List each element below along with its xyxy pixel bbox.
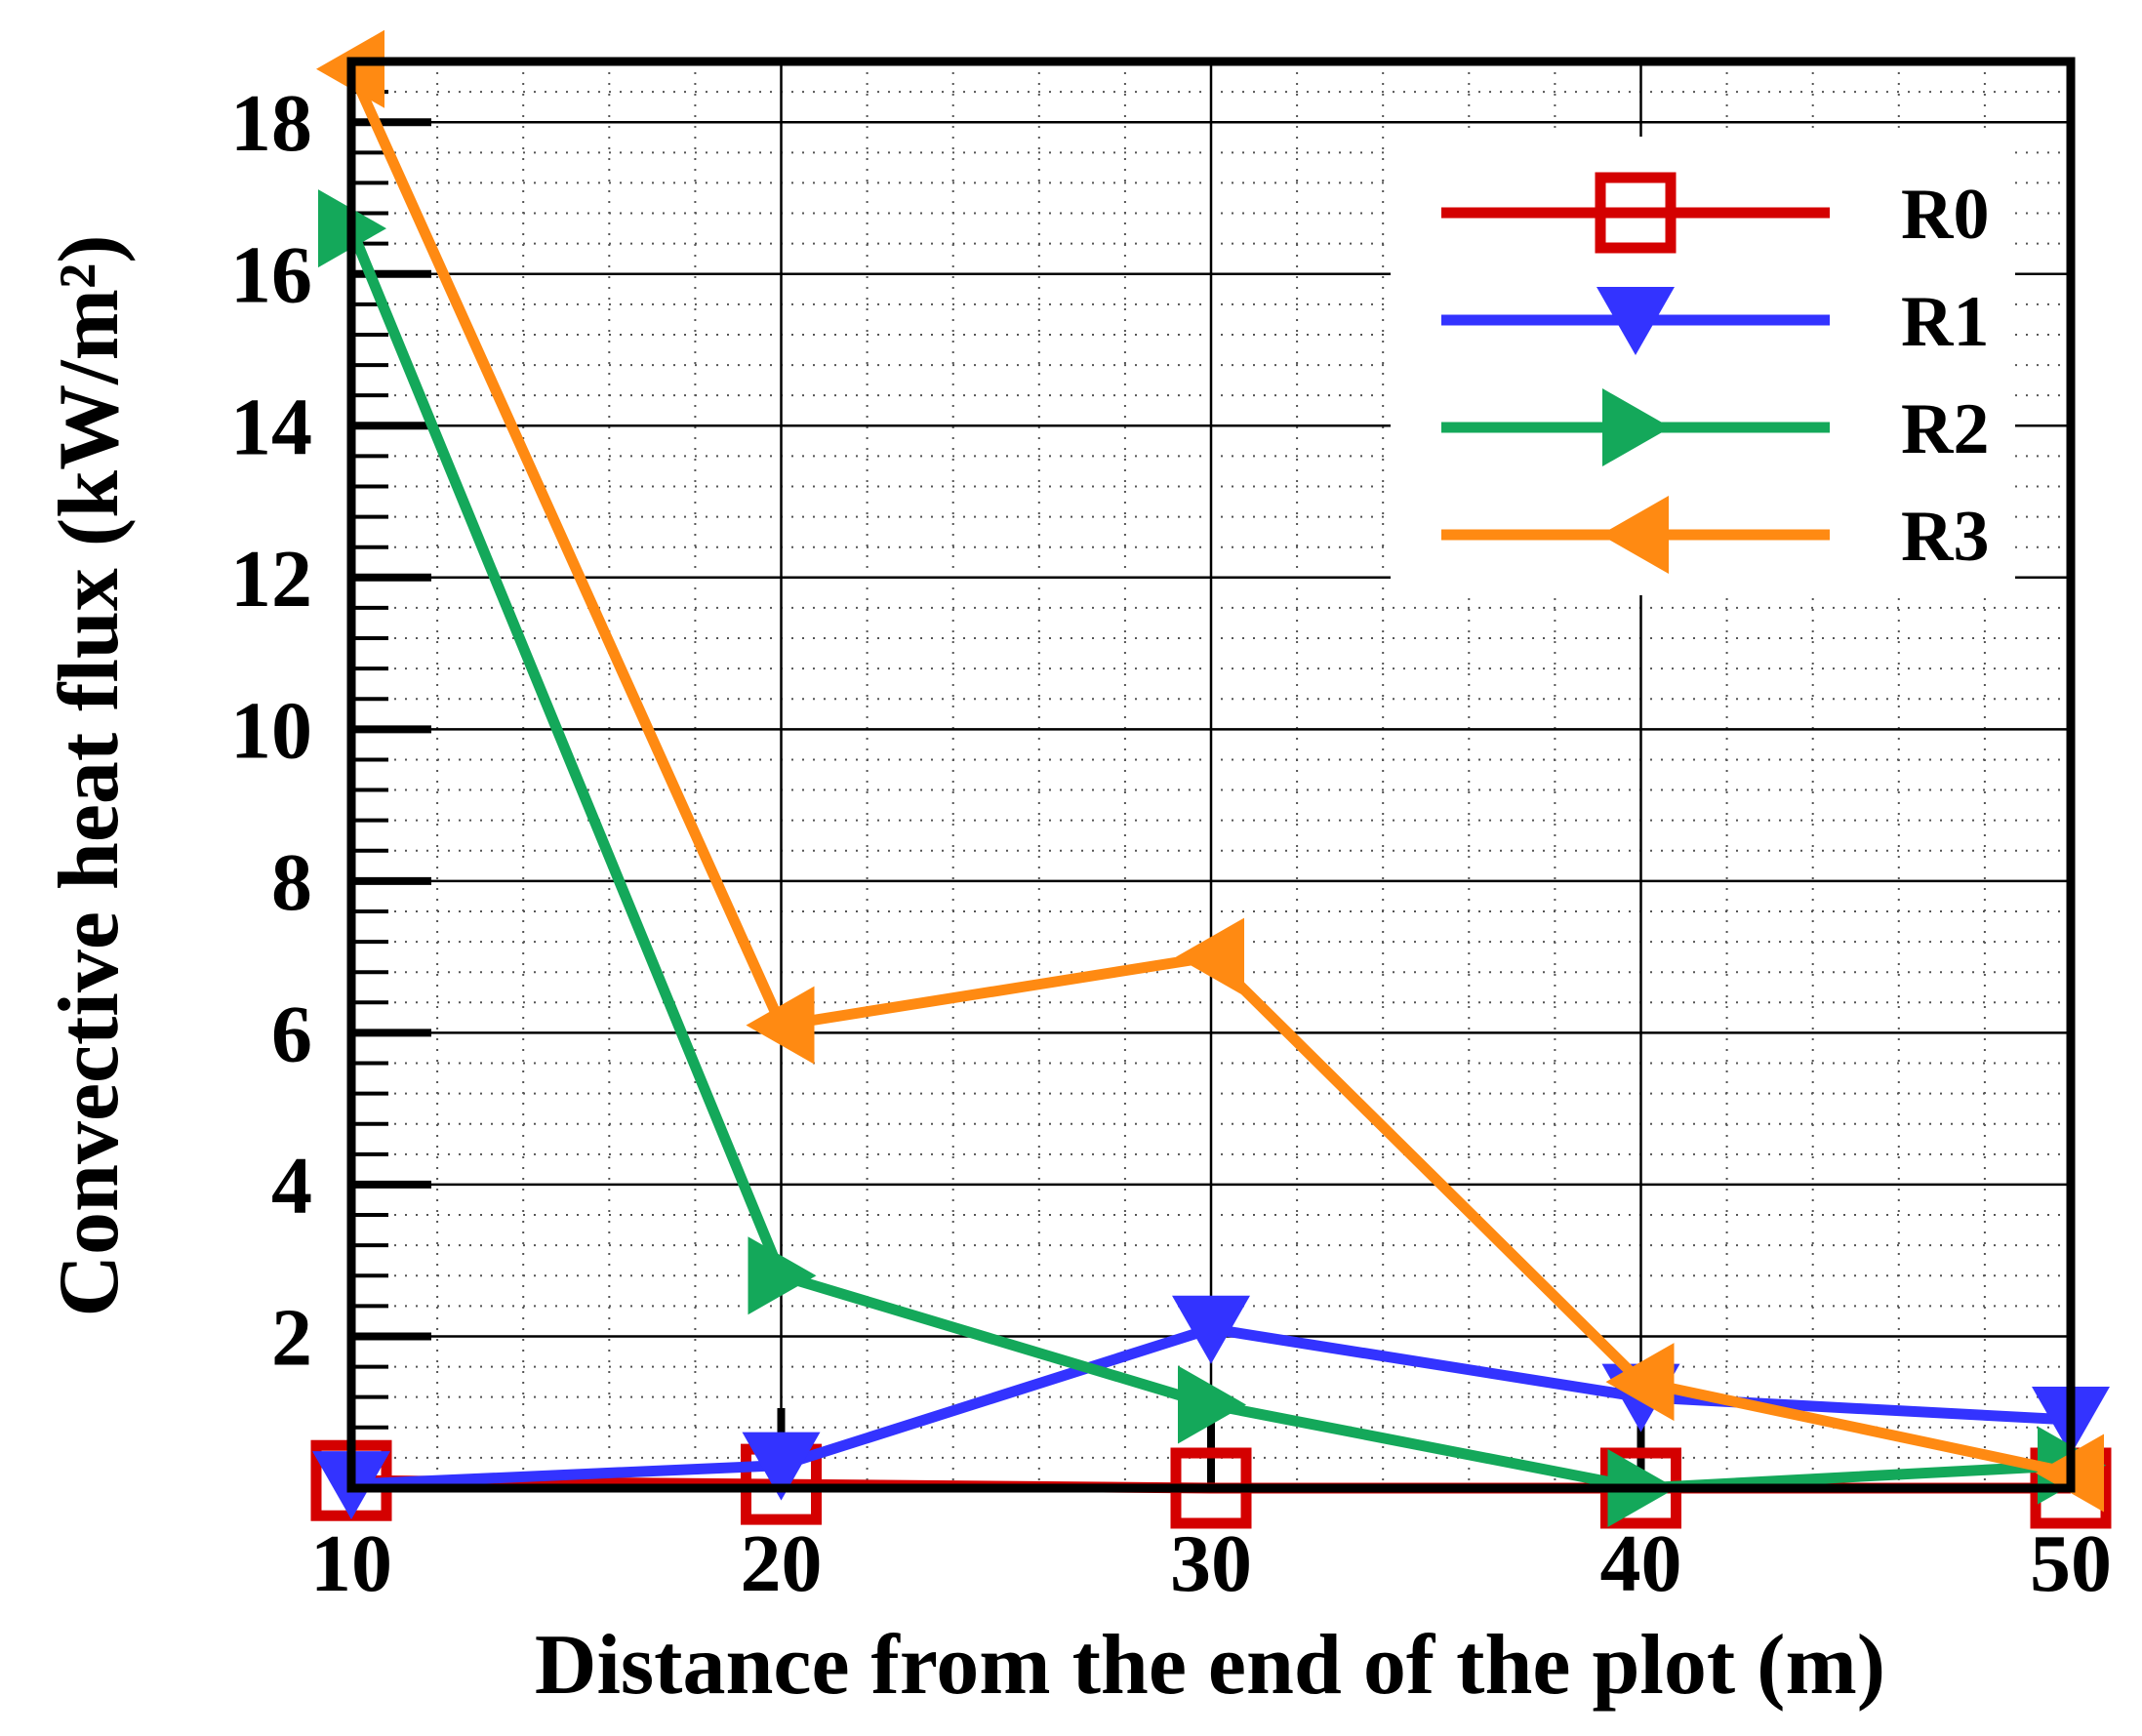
y-tick-label: 6: [271, 989, 312, 1079]
data-point: [742, 1432, 821, 1501]
x-tick-label: 30: [1170, 1518, 1252, 1609]
y-tick-label: 8: [271, 837, 312, 928]
data-point: [746, 986, 815, 1065]
data-point: [1178, 1365, 1246, 1444]
axis-labels: Distance from the end of the plot (m) Co…: [42, 78, 2112, 1713]
y-tick-label: 2: [271, 1292, 312, 1383]
legend-label: R3: [1901, 497, 1989, 577]
legend-item: R1: [1441, 282, 1989, 362]
y-tick-label: 4: [271, 1141, 312, 1231]
x-tick-label: 20: [741, 1518, 823, 1609]
x-tick-label: 50: [2030, 1518, 2112, 1609]
y-tick-label: 18: [230, 78, 312, 169]
legend: R0 R1 R2 R3: [1391, 137, 2015, 595]
legend-label: R0: [1901, 175, 1989, 255]
legend-label: R2: [1901, 389, 1989, 469]
legend-item: R3: [1441, 496, 1989, 577]
data-point: [1605, 1343, 1675, 1422]
y-axis-label: Convective heat flux (kW/m²): [42, 234, 137, 1316]
x-tick-label: 40: [1600, 1518, 1682, 1609]
plot-frame: [346, 57, 2076, 1493]
legend-swatch-marker: [1602, 388, 1671, 466]
y-tick-label: 14: [230, 382, 312, 472]
data-point: [1176, 917, 1244, 996]
legend-swatch-marker: [1595, 172, 1677, 254]
data-point: [748, 1236, 817, 1315]
y-tick-label: 12: [230, 534, 312, 625]
legend-swatch-marker: [1596, 287, 1675, 355]
legend-label: R1: [1901, 282, 1989, 362]
x-tick-label: 10: [310, 1518, 392, 1609]
x-axis-label: Distance from the end of the plot (m): [535, 1618, 1885, 1713]
legend-item: R0: [1441, 172, 1989, 255]
y-tick-label: 16: [230, 230, 312, 321]
tick-marks: [351, 60, 1645, 1488]
legend-swatch-marker: [1600, 496, 1669, 574]
legend-item: R2: [1441, 388, 1989, 469]
series-R3: [316, 29, 2104, 1513]
data-point: [1172, 1295, 1250, 1364]
y-tick-label: 10: [230, 685, 312, 776]
